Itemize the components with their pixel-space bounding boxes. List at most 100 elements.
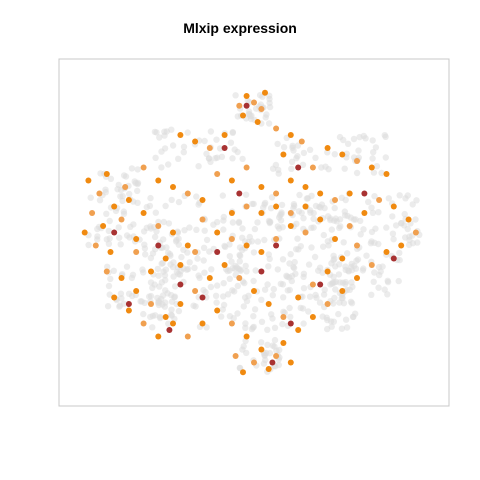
background-cell-point	[331, 151, 338, 158]
expression-point	[324, 301, 331, 307]
background-cell-point	[239, 246, 246, 254]
background-cell-point	[224, 291, 232, 298]
background-cell-point	[232, 92, 239, 99]
background-cell-point	[107, 275, 114, 283]
background-cell-point	[226, 313, 234, 320]
background-cell-point	[186, 259, 193, 266]
background-cell-point	[372, 144, 380, 151]
background-cell-point	[352, 265, 360, 272]
expression-point	[184, 333, 191, 340]
expression-point	[214, 307, 221, 314]
background-cell-point	[405, 241, 413, 249]
expression-point	[118, 216, 125, 223]
expression-point	[287, 210, 294, 216]
background-cell-point	[336, 216, 344, 223]
background-cell-point	[168, 306, 175, 313]
expression-point	[228, 177, 235, 184]
expression-point	[309, 164, 316, 171]
background-cell-point	[396, 256, 403, 264]
background-cell-point	[180, 149, 187, 156]
background-cell-point	[156, 134, 163, 141]
background-cell-point	[299, 161, 307, 168]
plot-frame	[58, 58, 450, 407]
background-cell-point	[401, 210, 408, 218]
background-cell-point	[338, 325, 346, 332]
expression-point	[122, 184, 129, 190]
background-cell-point	[171, 283, 179, 290]
background-cell-point	[218, 313, 225, 320]
background-cell-point	[87, 194, 94, 201]
background-cell-point	[413, 197, 420, 204]
background-cell-point	[368, 204, 375, 211]
background-cell-point	[381, 132, 388, 139]
background-cell-point	[207, 283, 215, 291]
background-cell-point	[161, 145, 169, 152]
background-cell-point	[396, 192, 403, 199]
background-cell-point	[396, 249, 403, 257]
expression-point	[376, 197, 383, 203]
expression-point	[254, 119, 261, 125]
background-cell-point	[243, 349, 250, 357]
background-cell-point	[330, 217, 338, 224]
expression-point	[251, 359, 257, 366]
background-cell-point	[318, 164, 325, 171]
expression-point	[155, 333, 162, 340]
expression-point	[199, 216, 206, 223]
background-cell-point	[343, 324, 351, 331]
background-cell-point	[274, 223, 281, 230]
background-cell-point	[134, 199, 141, 206]
background-cell-point	[234, 148, 241, 156]
background-cell-point	[162, 299, 169, 306]
background-cell-point	[310, 209, 317, 217]
background-cell-point	[239, 234, 246, 241]
background-cell-point	[305, 308, 312, 315]
background-cell-point	[234, 310, 241, 317]
background-cell-point	[342, 266, 349, 274]
background-cell-point	[269, 315, 276, 322]
background-cell-point	[300, 149, 308, 157]
background-cell-point	[316, 299, 324, 306]
expression-point	[383, 249, 390, 255]
background-cell-point	[219, 192, 226, 199]
background-cell-point	[117, 241, 124, 248]
background-cell-point	[300, 285, 308, 292]
background-cell-point	[312, 291, 319, 299]
background-cell-point	[237, 267, 244, 275]
background-cell-point	[158, 164, 165, 171]
expression-point	[354, 158, 360, 164]
background-cell-point	[242, 262, 249, 270]
background-cell-point	[331, 294, 338, 302]
expression-point	[324, 145, 331, 151]
expression-point	[103, 171, 110, 177]
background-cell-point	[106, 291, 113, 298]
background-cell-point	[320, 291, 328, 298]
background-cell-point	[258, 296, 265, 303]
expression-point	[199, 197, 206, 203]
background-cell-point	[296, 191, 303, 199]
background-cell-point	[161, 128, 168, 135]
expression-point	[177, 301, 184, 307]
background-cell-point	[390, 236, 397, 243]
background-cell-point	[226, 253, 233, 260]
expression-point	[148, 268, 154, 275]
expression-point	[236, 190, 243, 197]
background-cell-point	[324, 316, 331, 324]
background-cell-point	[155, 272, 162, 279]
background-cell-point	[290, 263, 297, 271]
background-cell-point	[229, 155, 236, 162]
background-cell-point	[110, 267, 118, 274]
expression-point	[221, 132, 228, 138]
background-cell-point	[306, 146, 314, 153]
expression-point	[412, 229, 419, 236]
expression-point	[192, 249, 199, 255]
background-cell-point	[123, 263, 131, 270]
background-cell-point	[203, 324, 210, 331]
background-cell-point	[221, 242, 228, 250]
background-cell-point	[342, 196, 349, 204]
background-cell-point	[348, 279, 355, 286]
background-cell-point	[279, 256, 287, 263]
expression-point	[155, 242, 162, 249]
background-cell-point	[353, 169, 361, 177]
background-cell-point	[102, 186, 109, 193]
expression-point	[221, 145, 228, 151]
